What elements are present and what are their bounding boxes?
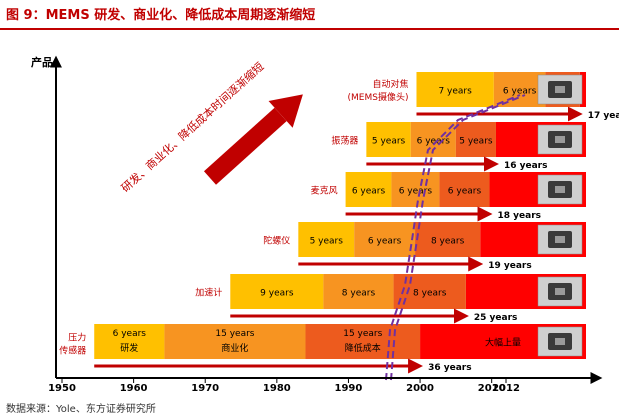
mass-production-label: 大幅上量: [485, 337, 521, 349]
x-tick-label: 1960: [120, 383, 148, 394]
mass-production-bar: [579, 72, 586, 107]
stage-label: 15 years: [343, 329, 382, 339]
gyroscope-chip-icon: [537, 224, 583, 255]
stage-segment: [391, 172, 440, 207]
figure-title: 图 9：MEMS 研发、商业化、降低成本周期逐渐缩短: [6, 8, 316, 23]
stage-label: 6 years: [399, 187, 433, 197]
stage-segment: [164, 324, 306, 359]
stage-label: 8 years: [413, 289, 447, 299]
accelerometer-chip-icon: [537, 276, 583, 307]
stage-label: 5 years: [310, 237, 344, 247]
stage-name-label: 研发: [120, 342, 138, 354]
stage-segment: [230, 274, 324, 309]
stage-label: 6 years: [352, 187, 386, 197]
x-tick-label: 1970: [191, 383, 219, 394]
trend-label: 研发、商业化、降低成本时间逐渐缩短: [118, 59, 266, 195]
stage-name-label: 商业化: [221, 342, 248, 354]
duration-label: 19 years: [488, 261, 532, 271]
stage-segment: [415, 222, 481, 257]
duration-label: 17 years: [588, 111, 619, 121]
oscillator-chip-icon: [537, 124, 583, 155]
x-tick-label: 2000: [406, 383, 434, 394]
stage-label: 5 years: [372, 137, 406, 147]
product-name: (MEMS摄像头): [348, 91, 409, 103]
stage-segment: [455, 122, 496, 157]
product-name: 压力: [68, 332, 86, 344]
x-tick-label: 2010: [478, 383, 506, 394]
title-divider: [0, 28, 619, 30]
product-name: 麦克风: [311, 185, 338, 197]
stage-segment: [416, 72, 494, 107]
trend-line: [385, 94, 521, 381]
data-source: 数据来源：Yole、东方证券研究所: [6, 404, 156, 415]
product-row: 5 years 6 years 5 years 16 years 振荡器: [331, 122, 586, 172]
duration-label: 36 years: [428, 363, 472, 373]
product-name: 加速计: [195, 287, 222, 299]
stage-label: 9 years: [260, 289, 294, 299]
stage-label: 6 years: [368, 237, 402, 247]
y-axis-label: 产品: [31, 55, 53, 69]
x-tick-label: 2012: [492, 383, 520, 394]
trend-line: [390, 94, 526, 381]
x-tick-label: 1950: [48, 383, 76, 394]
product-row: 9 years 8 years 8 years 25 years 加速计: [195, 274, 586, 324]
stage-label: 6 years: [503, 87, 537, 97]
stage-segment: [345, 172, 392, 207]
product-row: 5 years 6 years 8 years 19 years 陀螺仪: [263, 222, 586, 272]
pressure-sensor-chip-icon: [537, 326, 583, 357]
stage-segment: [305, 324, 421, 359]
stage-label: 6 years: [417, 137, 451, 147]
x-tick-label: 1990: [335, 383, 363, 394]
stage-segment: [366, 122, 411, 157]
stage-label: 7 years: [438, 87, 472, 97]
stage-label: 8 years: [342, 289, 376, 299]
stage-label: 15 years: [215, 329, 254, 339]
product-name: 自动对焦: [372, 78, 408, 90]
mems-camera-chip-icon: [537, 74, 583, 105]
duration-label: 18 years: [498, 211, 542, 221]
product-name: 传感器: [59, 345, 86, 357]
x-tick-label: 1980: [263, 383, 291, 394]
stage-name-label: 降低成本: [345, 342, 381, 354]
duration-label: 16 years: [504, 161, 548, 171]
shortening-trend-arrow: [203, 94, 303, 185]
stage-segment: [439, 172, 490, 207]
stage-segment: [298, 222, 355, 257]
stage-segment: [323, 274, 394, 309]
product-row: 6 years 研发 15 years 商业化 15 years 降低成本 大幅上量 36 y…: [59, 324, 586, 374]
product-name: 陀螺仪: [263, 235, 290, 247]
duration-label: 25 years: [474, 313, 517, 323]
product-name: 振荡器: [331, 135, 358, 147]
stage-label: 8 years: [431, 237, 465, 247]
stage-segment: [354, 222, 416, 257]
product-row: 6 years 6 years 6 years 18 years 麦克风: [311, 172, 586, 222]
stage-label: 5 years: [459, 137, 493, 147]
microphone-chips-icon: [537, 174, 583, 205]
stage-label: 6 years: [113, 329, 147, 339]
stage-label: 6 years: [448, 187, 482, 197]
stage-segment: [94, 324, 165, 359]
